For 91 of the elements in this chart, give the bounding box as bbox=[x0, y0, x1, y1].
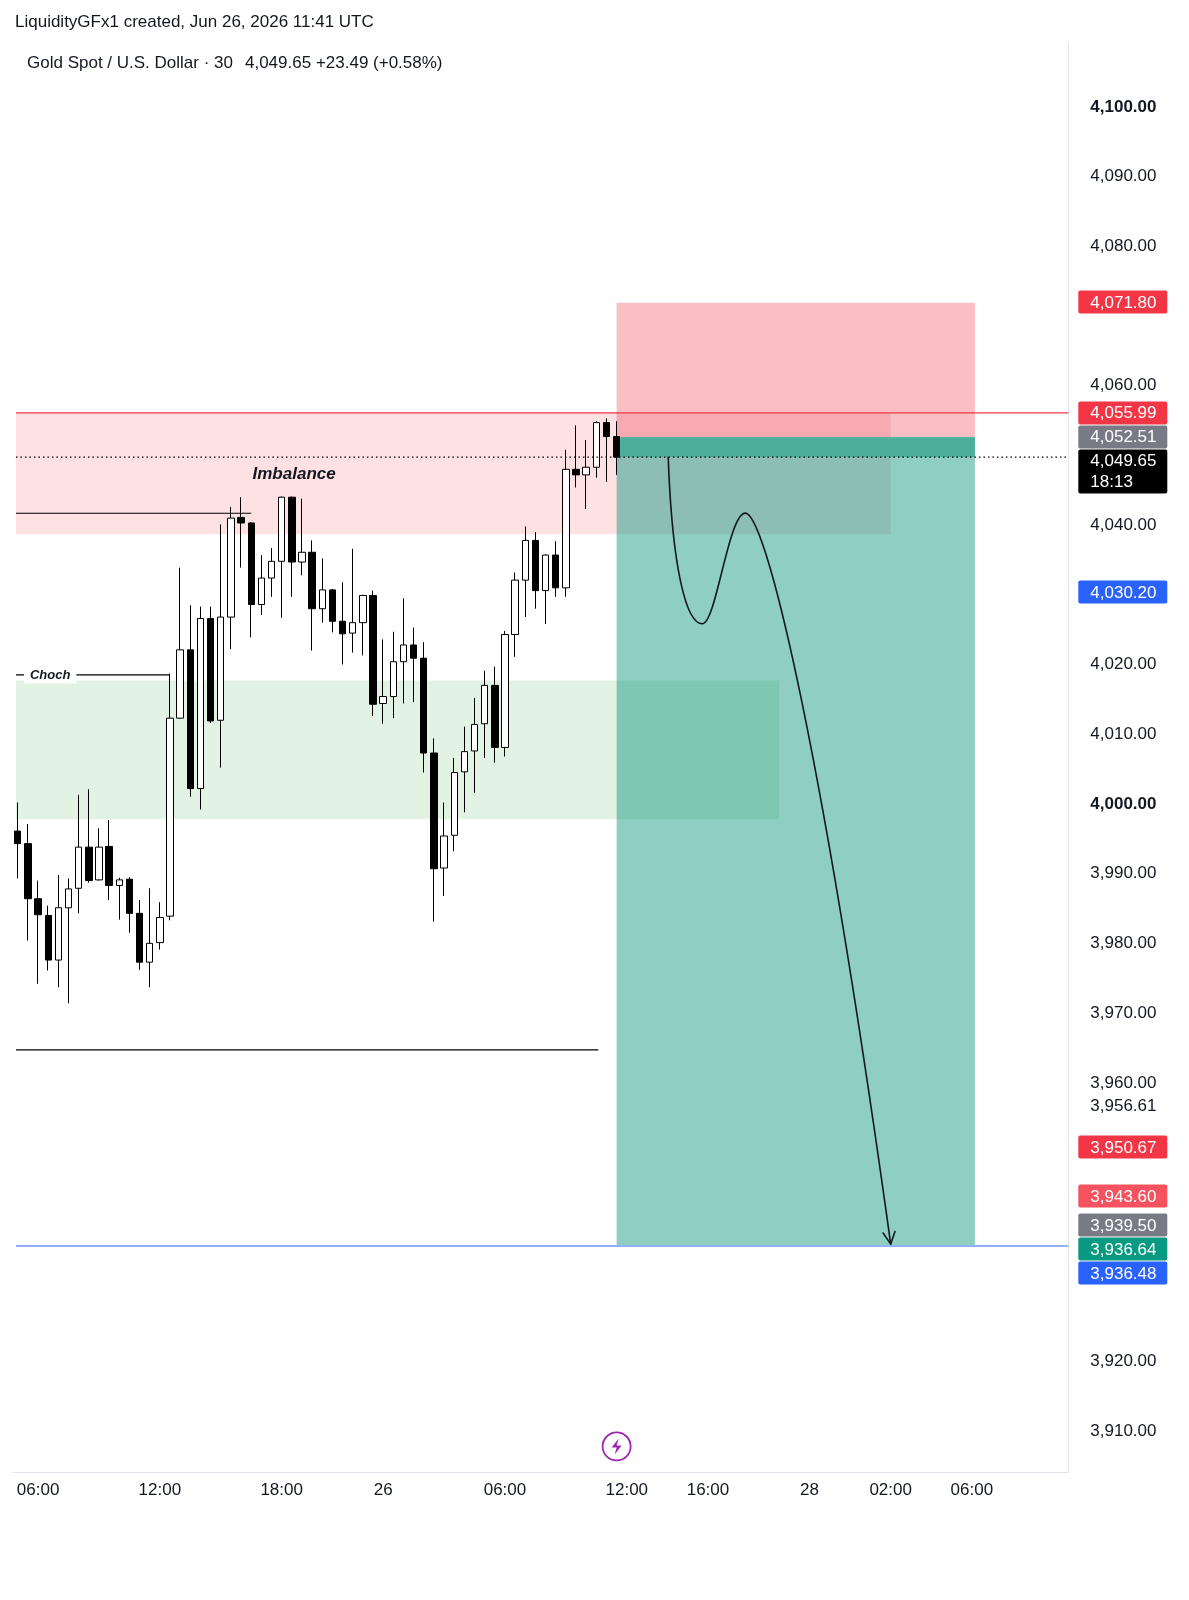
y-tick-label: 4,100.00 bbox=[1090, 96, 1157, 116]
candlestick bbox=[308, 539, 316, 652]
candlestick bbox=[55, 874, 62, 988]
ref-line-label: Choch bbox=[29, 667, 71, 683]
candlestick bbox=[24, 823, 32, 942]
y-tick-label: 3,920.00 bbox=[1090, 1351, 1157, 1371]
candlestick bbox=[522, 525, 529, 618]
x-tick-label: 06:00 bbox=[950, 1480, 994, 1500]
candlestick bbox=[481, 670, 488, 759]
candlestick bbox=[105, 819, 113, 901]
candlestick bbox=[410, 627, 417, 703]
candlestick bbox=[511, 571, 519, 658]
candlestick bbox=[501, 630, 509, 758]
candlestick bbox=[14, 802, 21, 879]
y-tick-label: 3,970.00 bbox=[1090, 1002, 1157, 1022]
candlestick bbox=[207, 606, 214, 724]
text: 3,943.60 bbox=[1090, 1186, 1157, 1206]
x-tick-label: 12:00 bbox=[605, 1480, 649, 1500]
y-tick-label: 3,960.00 bbox=[1090, 1072, 1157, 1092]
x-tick-label: 16:00 bbox=[686, 1480, 730, 1500]
candlestick bbox=[268, 547, 275, 598]
x-tick-label: 12:00 bbox=[138, 1480, 182, 1500]
candlestick bbox=[288, 496, 296, 598]
candlestick bbox=[440, 802, 448, 897]
y-tick-label: 4,060.00 bbox=[1090, 375, 1157, 395]
candlestick bbox=[491, 666, 499, 764]
candlestick bbox=[278, 496, 285, 619]
y-tick-label: 4,020.00 bbox=[1090, 654, 1157, 674]
candlestick bbox=[136, 899, 143, 971]
candlestick bbox=[187, 604, 194, 798]
candlestick bbox=[126, 876, 133, 934]
candlestick bbox=[319, 558, 326, 624]
candlestick bbox=[65, 877, 72, 1004]
x-tick-label: 18:00 bbox=[260, 1480, 303, 1500]
candlestick bbox=[542, 553, 549, 625]
candlestick bbox=[379, 638, 387, 725]
candlestick bbox=[248, 521, 255, 638]
text: 4,071.80 bbox=[1090, 292, 1157, 312]
y-tick-label: 3,990.00 bbox=[1090, 863, 1157, 883]
candlestick bbox=[369, 590, 377, 717]
candlestick bbox=[390, 631, 397, 719]
x-tick-label: 06:00 bbox=[483, 1480, 527, 1500]
candlestick bbox=[75, 794, 82, 914]
candlestick bbox=[85, 788, 93, 884]
y-tick-label: 3,980.00 bbox=[1090, 933, 1157, 953]
ref-line-label: 3,936.48 bbox=[1090, 1263, 1157, 1283]
candlestick bbox=[420, 641, 427, 774]
x-tick-label: 02:00 bbox=[869, 1480, 912, 1500]
candlestick bbox=[197, 606, 204, 810]
y-tick-label: 4,000.00 bbox=[1090, 793, 1157, 813]
candlestick bbox=[400, 597, 407, 705]
y-tick-label: 4,080.00 bbox=[1090, 236, 1157, 256]
candlestick bbox=[552, 540, 559, 598]
candlestick bbox=[532, 531, 539, 610]
candlestick bbox=[156, 901, 164, 951]
y-tick-label: 3,910.00 bbox=[1090, 1421, 1157, 1441]
band-label: Imbalance bbox=[252, 464, 336, 484]
candlestick bbox=[34, 880, 42, 985]
candlestick bbox=[45, 905, 52, 972]
x-tick-label: 26 bbox=[373, 1480, 393, 1500]
candlestick bbox=[176, 567, 184, 720]
text: Gold Spot / U.S. Dollar · 30 bbox=[27, 53, 233, 72]
candlestick bbox=[349, 548, 356, 654]
ref-line-label: 4,055.99 bbox=[1090, 403, 1157, 423]
candlestick bbox=[430, 737, 438, 923]
text: 3,939.50 bbox=[1090, 1215, 1157, 1235]
candlestick bbox=[116, 877, 123, 921]
text: LiquidityGFx1 created, Jun 26, 2026 11:41 UTC bbox=[15, 12, 374, 32]
candlestick bbox=[95, 827, 103, 882]
candlestick bbox=[471, 697, 478, 794]
candlestick bbox=[359, 594, 367, 656]
x-tick-label: 28 bbox=[800, 1480, 819, 1500]
text: 3,950.67 bbox=[1090, 1137, 1157, 1157]
candlestick bbox=[329, 588, 336, 633]
candlestick bbox=[461, 726, 468, 813]
text: 4,052.51 bbox=[1090, 427, 1157, 447]
candlestick bbox=[146, 887, 153, 988]
candlestick bbox=[339, 581, 346, 665]
y-tick-label: 3,956.61 bbox=[1090, 1096, 1157, 1116]
candlestick bbox=[298, 498, 306, 576]
candlestick bbox=[217, 523, 224, 769]
candlestick bbox=[451, 757, 458, 852]
ref-line-label: 4,049.65 18:13 bbox=[1090, 451, 1157, 492]
candlestick bbox=[258, 554, 265, 616]
y-tick-label: 4,090.00 bbox=[1090, 166, 1157, 186]
text: 4,049.65 +23.49 (+0.58%) bbox=[244, 53, 443, 72]
text: 3,936.64 bbox=[1090, 1239, 1157, 1259]
y-tick-label: 4,040.00 bbox=[1090, 514, 1157, 534]
x-tick-label: 06:00 bbox=[16, 1480, 60, 1500]
text: 4,030.20 bbox=[1090, 582, 1157, 602]
y-tick-label: 4,010.00 bbox=[1090, 724, 1157, 743]
